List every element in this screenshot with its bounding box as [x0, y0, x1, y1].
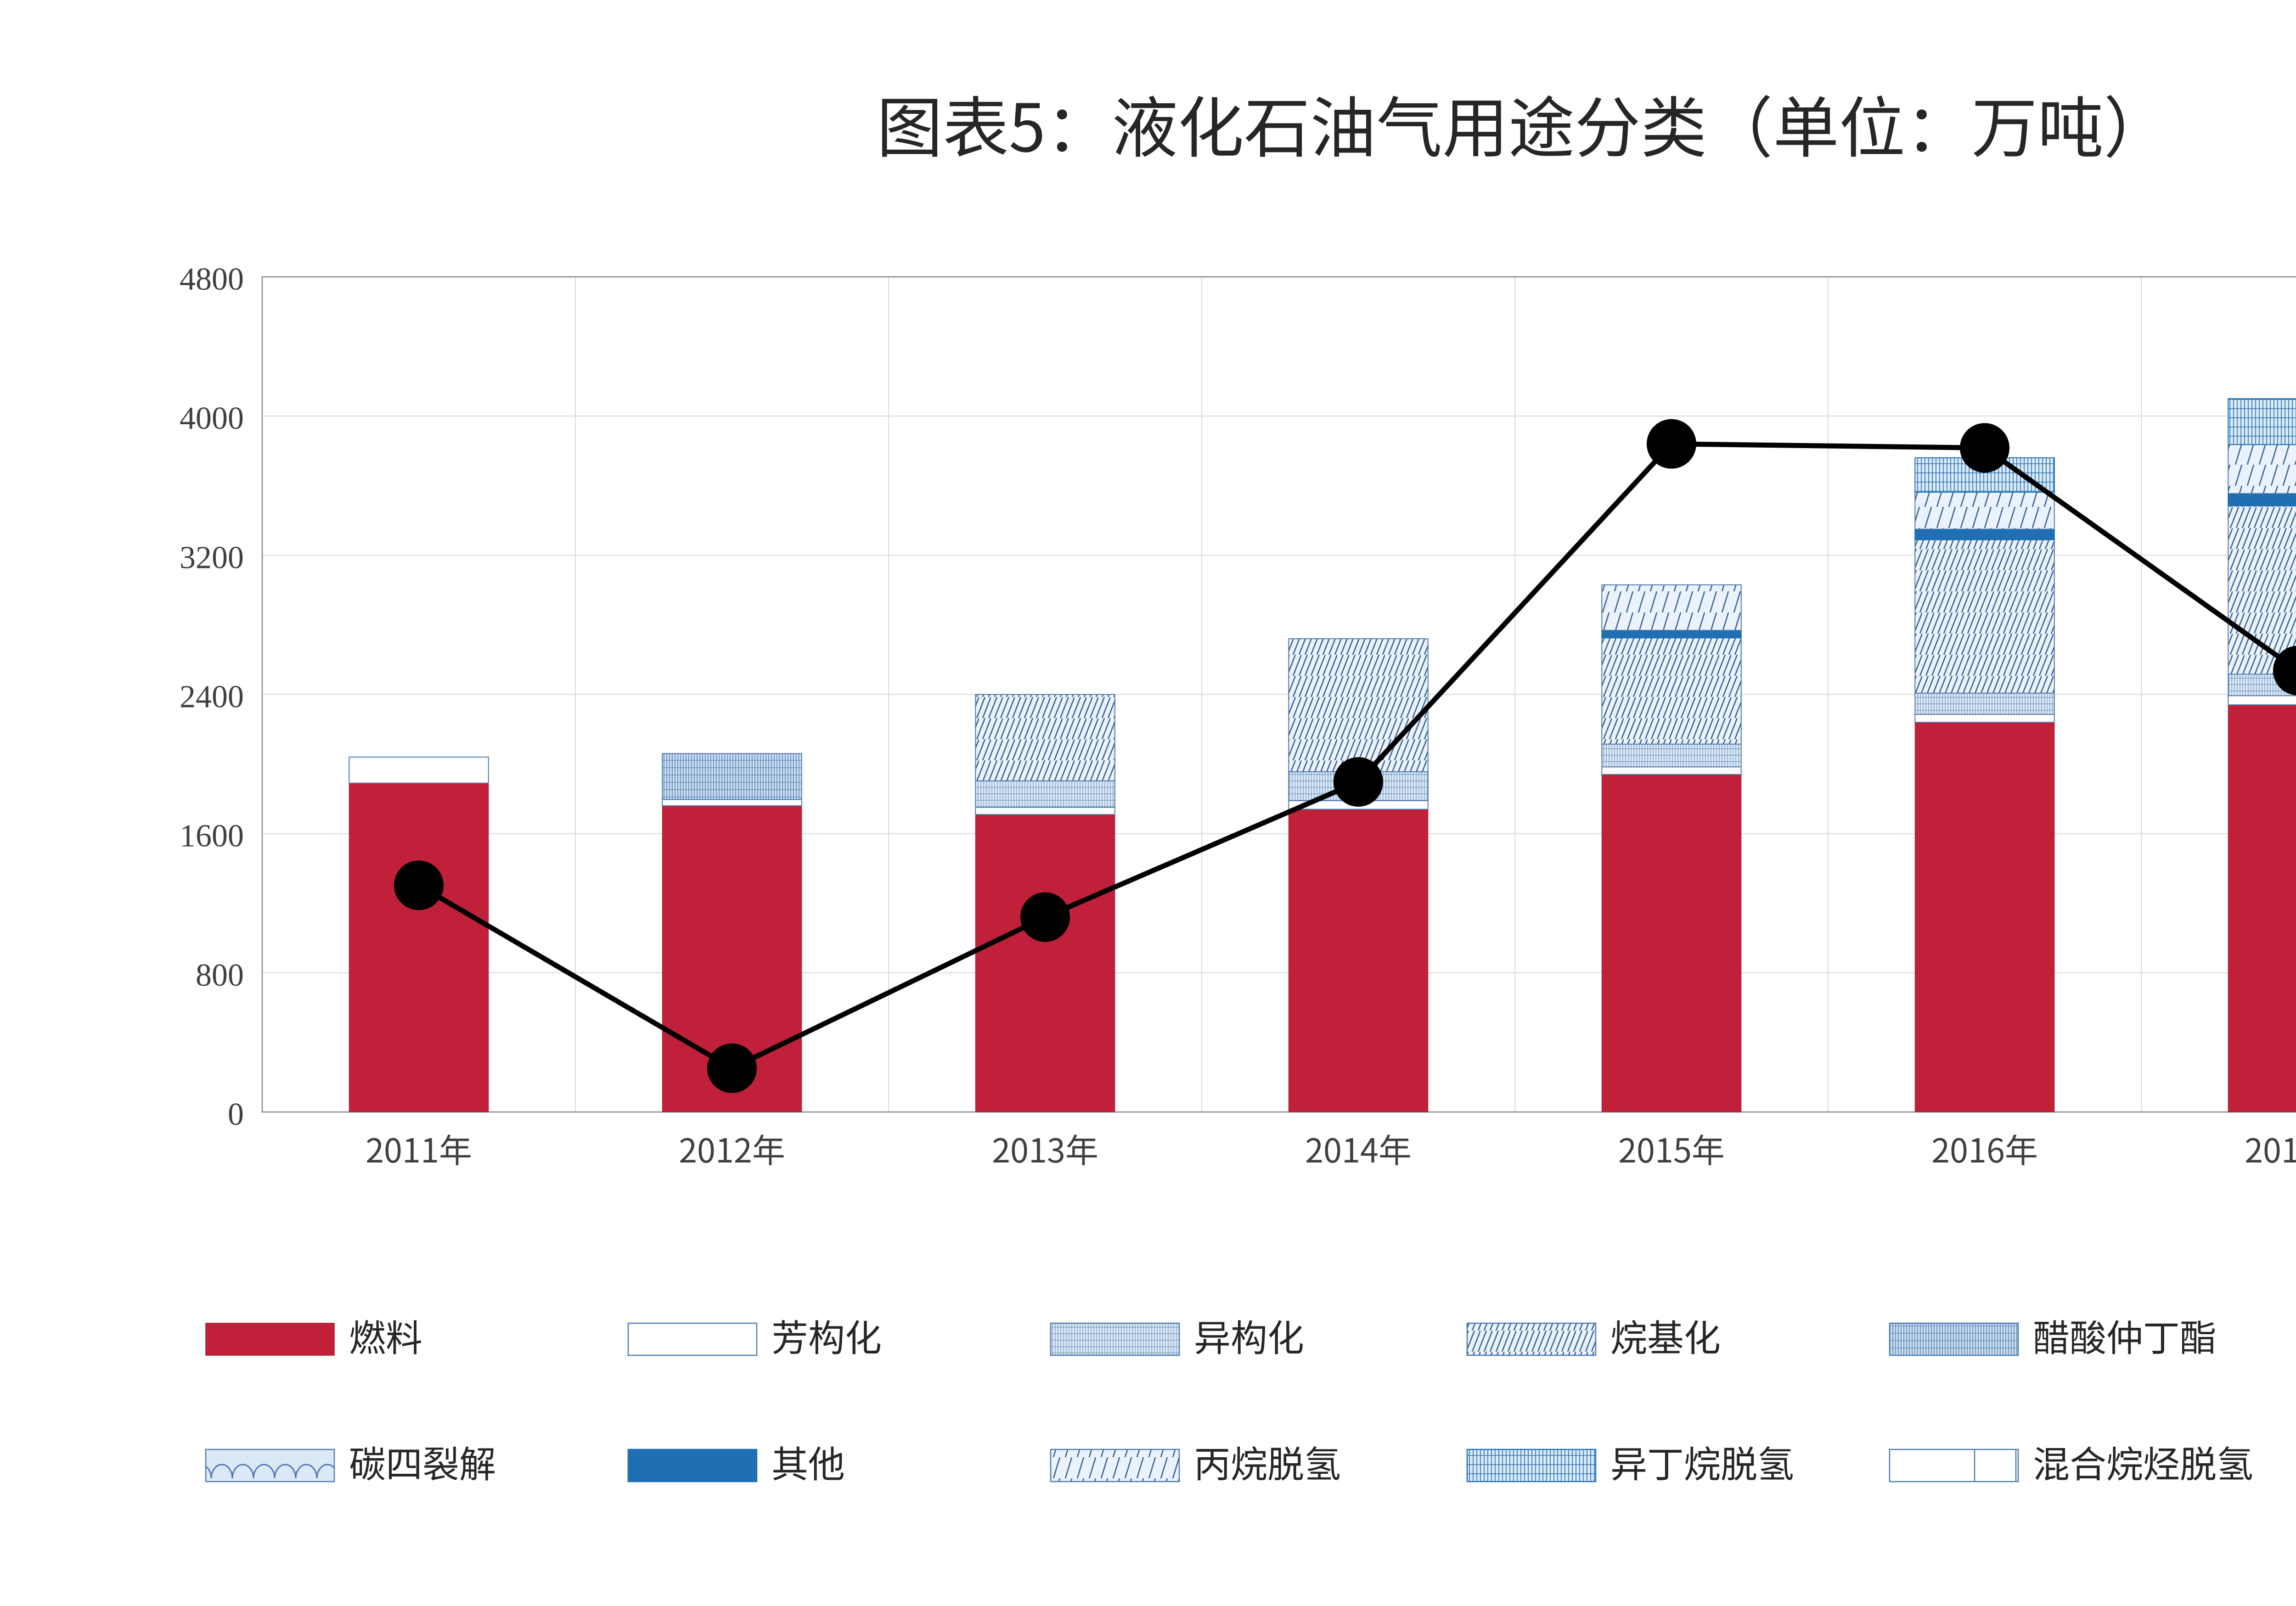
svg-text:1600: 1600	[180, 819, 244, 854]
svg-text:其他: 其他	[771, 1435, 845, 1488]
svg-text:0: 0	[228, 1097, 244, 1132]
svg-text:芳构化: 芳构化	[771, 1309, 882, 1362]
svg-text:异构化: 异构化	[1194, 1309, 1304, 1362]
svg-text:2400: 2400	[180, 679, 244, 715]
svg-text:2017年: 2017年	[2245, 1124, 2296, 1172]
svg-text:800: 800	[196, 958, 244, 993]
svg-text:碳四裂解: 碳四裂解	[349, 1435, 496, 1488]
svg-text:图表5：液化石油气用途分类（单位：万吨）: 图表5：液化石油气用途分类（单位：万吨）	[877, 75, 2170, 171]
svg-text:丙烷脱氢: 丙烷脱氢	[1194, 1435, 1341, 1488]
svg-text:混合烷烃脱氢: 混合烷烃脱氢	[2033, 1435, 2253, 1488]
svg-text:醋酸仲丁酯: 醋酸仲丁酯	[2033, 1309, 2217, 1362]
svg-text:烷基化: 烷基化	[1610, 1309, 1721, 1362]
svg-text:3200: 3200	[180, 540, 244, 575]
svg-text:2014年: 2014年	[1305, 1124, 1412, 1172]
svg-text:2016年: 2016年	[1931, 1124, 2038, 1172]
svg-text:4000: 4000	[180, 401, 244, 436]
svg-text:2012年: 2012年	[679, 1124, 785, 1172]
svg-text:2013年: 2013年	[992, 1124, 1098, 1172]
svg-text:异丁烷脱氢: 异丁烷脱氢	[1610, 1435, 1794, 1488]
svg-text:2011年: 2011年	[366, 1124, 472, 1172]
svg-text:燃料: 燃料	[349, 1309, 422, 1362]
svg-text:2015年: 2015年	[1618, 1124, 1725, 1172]
svg-text:4800: 4800	[180, 262, 244, 297]
